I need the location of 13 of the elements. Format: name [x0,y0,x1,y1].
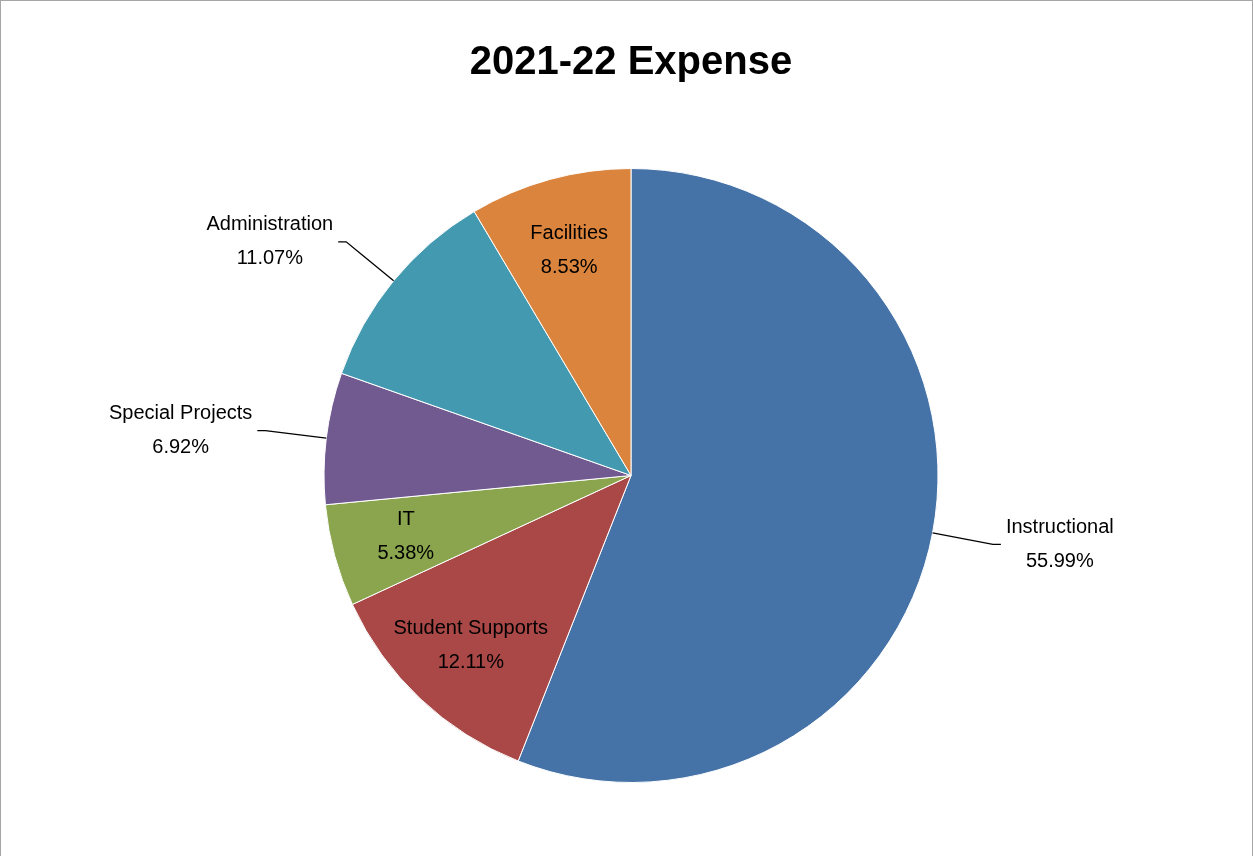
slice-label: IT [396,507,415,530]
slice-label: Student Supports [393,615,549,638]
slice-label: Facilities [530,221,609,244]
slice-label: Special Projects [108,401,253,424]
data-label: 5.38% [377,541,435,564]
data-label: 12.11% [437,649,505,672]
slice-label: Administration [206,212,334,235]
chart-title: 2021-22 Expense [469,38,793,83]
data-label: 55.99% [1025,548,1094,571]
data-label: 11.07% [236,246,304,269]
data-label: 8.53% [540,255,598,278]
data-label: 6.92% [152,435,210,458]
slice-label: Instructional [1005,514,1114,537]
